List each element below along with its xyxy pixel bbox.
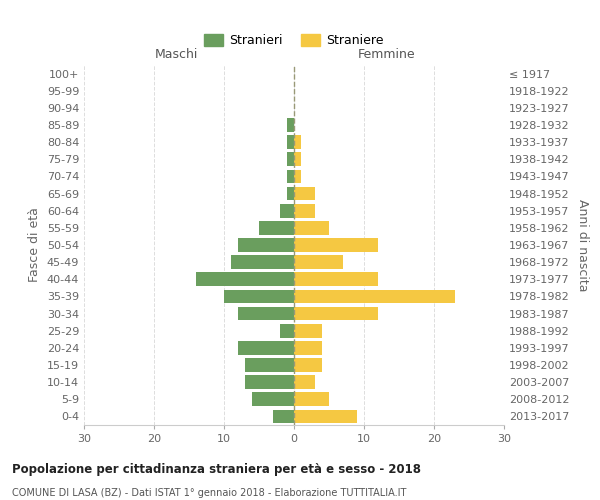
Bar — [294, 256, 343, 269]
Text: Maschi: Maschi — [155, 48, 198, 62]
Text: COMUNE DI LASA (BZ) - Dati ISTAT 1° gennaio 2018 - Elaborazione TUTTITALIA.IT: COMUNE DI LASA (BZ) - Dati ISTAT 1° genn… — [12, 488, 406, 498]
Bar — [294, 152, 301, 166]
Text: Femmine: Femmine — [358, 48, 415, 62]
Bar — [238, 306, 294, 320]
Bar — [273, 410, 294, 424]
Bar — [252, 392, 294, 406]
Bar — [294, 221, 329, 234]
Bar — [238, 238, 294, 252]
Bar — [294, 392, 329, 406]
Bar — [231, 256, 294, 269]
Bar — [294, 186, 315, 200]
Bar — [287, 136, 294, 149]
Bar — [294, 306, 378, 320]
Bar — [294, 324, 322, 338]
Bar — [287, 152, 294, 166]
Bar — [287, 170, 294, 183]
Bar — [294, 410, 357, 424]
Bar — [294, 272, 378, 286]
Bar — [294, 290, 455, 304]
Bar — [294, 204, 315, 218]
Bar — [294, 238, 378, 252]
Bar — [245, 376, 294, 389]
Bar — [280, 204, 294, 218]
Bar — [294, 376, 315, 389]
Bar — [280, 324, 294, 338]
Bar — [238, 341, 294, 354]
Bar — [245, 358, 294, 372]
Bar — [259, 221, 294, 234]
Bar — [224, 290, 294, 304]
Legend: Stranieri, Straniere: Stranieri, Straniere — [198, 28, 390, 54]
Text: Popolazione per cittadinanza straniera per età e sesso - 2018: Popolazione per cittadinanza straniera p… — [12, 462, 421, 475]
Bar — [196, 272, 294, 286]
Bar — [287, 118, 294, 132]
Bar — [294, 341, 322, 354]
Y-axis label: Fasce di età: Fasce di età — [28, 208, 41, 282]
Bar — [287, 186, 294, 200]
Bar — [294, 136, 301, 149]
Bar — [294, 358, 322, 372]
Y-axis label: Anni di nascita: Anni di nascita — [576, 198, 589, 291]
Bar — [294, 170, 301, 183]
